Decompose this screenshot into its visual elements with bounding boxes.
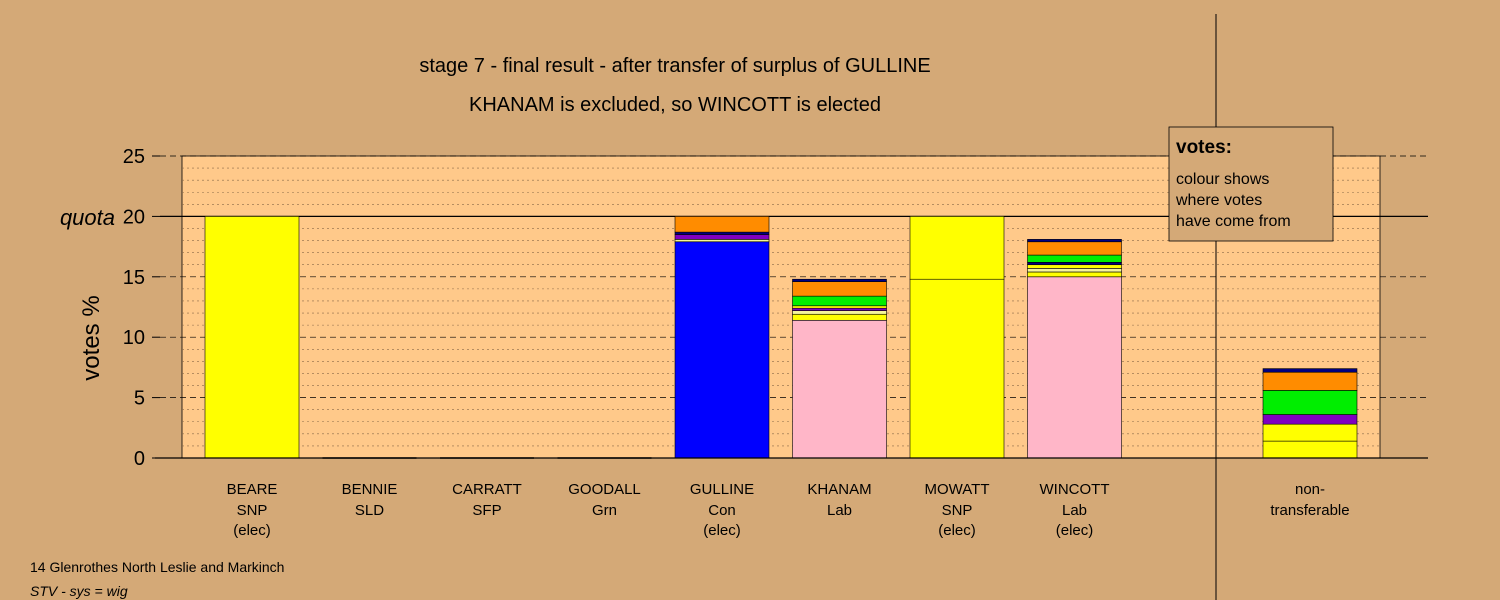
bar-khanam-segment: [792, 319, 887, 459]
candidate-status: (elec): [938, 522, 976, 539]
bar-gulline-segment: [674, 216, 770, 233]
candidate-party: SNP: [942, 502, 973, 519]
bar-wincott-segment: [1027, 268, 1122, 273]
quota-label: quota: [60, 205, 115, 230]
candidate-name: CARRATT: [452, 481, 522, 498]
candidate-name: WINCOTT: [1040, 481, 1110, 498]
bar-nontransferable-segment: [1262, 371, 1358, 391]
candidate-party: Lab: [827, 502, 852, 519]
bar-wincott-segment: [1027, 241, 1122, 256]
y-tick-label: 15: [123, 267, 145, 289]
candidate-party: Grn: [592, 502, 617, 519]
bar-khanam-segment: [792, 295, 887, 307]
bar-gulline-segment: [674, 234, 770, 240]
candidate-status: (elec): [233, 522, 271, 539]
bar-wincott-segment: [1027, 276, 1122, 459]
candidate-party: Con: [708, 502, 736, 519]
candidate-name: BENNIE: [342, 481, 398, 498]
footer-system: STV - sys = wig: [30, 583, 128, 599]
bar-mowatt-segment: [909, 278, 1005, 459]
nontransferable-label: non-: [1295, 481, 1325, 498]
legend-title: votes:: [1176, 137, 1232, 158]
legend-box: votes: colour shows where votes have com…: [1168, 126, 1334, 242]
footer-ward: 14 Glenrothes North Leslie and Markinch: [30, 559, 284, 575]
y-axis: 0 5 10 15 20 25: [123, 146, 1428, 470]
bar-wincott-segment: [1027, 239, 1122, 243]
bar-gulline-segment: [674, 239, 770, 243]
y-axis-label: votes %: [78, 295, 105, 380]
bar-khanam-segment: [792, 310, 887, 315]
nontransferable-label: transferable: [1270, 502, 1349, 519]
bar-khanam-segment: [792, 305, 887, 309]
y-tick-label: 5: [134, 388, 145, 410]
y-tick-label: 10: [123, 327, 145, 349]
bar-khanam-segment: [792, 313, 887, 321]
bar-nontransferable-segment: [1262, 414, 1358, 425]
legend-line: where votes: [1175, 192, 1262, 209]
bars: [204, 216, 1358, 459]
bar-wincott-segment: [1027, 262, 1122, 266]
candidate-name: BEARE: [227, 481, 278, 498]
bar-wincott-segment: [1027, 264, 1122, 269]
chart-subtitle: KHANAM is excluded, so WINCOTT is electe…: [469, 94, 881, 116]
candidate-party: SNP: [237, 502, 268, 519]
candidate-party: SLD: [355, 502, 384, 519]
bar-nontransferable-segment: [1262, 390, 1358, 415]
bar-khanam-segment: [792, 281, 887, 297]
bar-wincott-segment: [1027, 254, 1122, 263]
bar-mowatt-segment: [909, 216, 1005, 280]
y-tick-label: 25: [123, 146, 145, 168]
y-tick-label: 20: [123, 206, 145, 228]
chart-title: stage 7 - final result - after transfer …: [419, 55, 930, 77]
y-tick-label: 0: [134, 448, 145, 470]
candidate-name: GOODALL: [568, 481, 641, 498]
candidate-status: (elec): [1056, 522, 1094, 539]
candidate-party: SFP: [472, 502, 501, 519]
bar-nontransferable-segment: [1262, 368, 1358, 373]
bar-nontransferable-segment: [1262, 423, 1358, 442]
candidate-name: GULLINE: [690, 481, 754, 498]
legend-line: have come from: [1176, 213, 1291, 230]
bar-wincott-segment: [1027, 271, 1122, 278]
bar-khanam-segment: [792, 278, 887, 282]
candidate-name: MOWATT: [925, 481, 990, 498]
candidate-party: Lab: [1062, 502, 1087, 519]
bar-nontransferable-segment: [1262, 440, 1358, 459]
candidate-labels: BEARE SNP (elec) BENNIE SLD CARRATT SFP GOODALL…: [227, 481, 1110, 539]
bar-khanam-segment: [792, 307, 887, 311]
bar-beare-segment: [204, 216, 300, 459]
bar-gulline-segment: [674, 241, 770, 459]
candidate-status: (elec): [703, 522, 741, 539]
bar-gulline-segment: [674, 231, 770, 235]
legend-line: colour shows: [1176, 171, 1269, 188]
candidate-name: KHANAM: [807, 481, 871, 498]
